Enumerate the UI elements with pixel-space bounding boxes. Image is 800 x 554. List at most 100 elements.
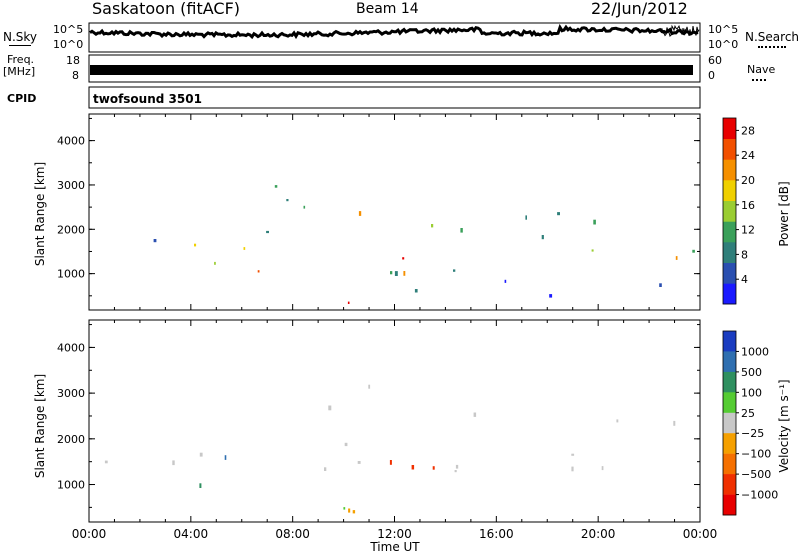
y-tick-label: 3000: [57, 387, 85, 400]
colorbar-segment: [723, 453, 736, 475]
data-cell: [199, 452, 203, 457]
nave-dotted-line: [752, 79, 766, 81]
data-cell: [199, 483, 202, 488]
colorbar-segment: [723, 242, 736, 263]
station-title: Saskatoon (fitACF): [92, 0, 241, 18]
colorbar-tick-label: 28: [741, 124, 755, 137]
colorbar-tick-label: 25: [741, 407, 755, 420]
data-cell: [343, 507, 346, 510]
x-tick-label: 12:00: [377, 527, 412, 541]
data-cell: [541, 235, 544, 240]
data-cell: [453, 269, 456, 272]
data-cell: [348, 508, 351, 513]
beam-title: Beam 14: [356, 1, 419, 17]
data-cell: [455, 464, 459, 469]
data-cell: [194, 243, 197, 247]
colorbar-segment: [723, 371, 736, 393]
colorbar-tick-label: −25: [741, 427, 764, 440]
velocity-colorbar: 1000 500 100 25 −25 −100 −500 −1000: [722, 330, 778, 516]
x-tick-label: 00:00: [72, 527, 107, 541]
power-data: [153, 185, 695, 304]
data-cell: [324, 467, 327, 471]
nave-tick-top: 60: [708, 54, 722, 67]
velocity-axes: 1000 2000 3000 4000 00:00 04:00 08:00 12:00 16:0…: [57, 319, 717, 541]
data-cell: [243, 247, 246, 250]
data-cell: [153, 239, 157, 243]
velocity-y-axis-label: Slant Range [km]: [33, 374, 47, 478]
colorbar-tick-label: 1000: [741, 345, 769, 358]
y-tick-label: 3000: [57, 179, 85, 192]
data-cell: [473, 412, 477, 417]
data-cell: [454, 470, 457, 473]
power-y-axis-label: Slant Range [km]: [33, 162, 47, 266]
data-cell: [389, 460, 392, 465]
colorbar-segment: [723, 159, 736, 181]
colorbar-segment: [723, 262, 736, 284]
y-tick-label: 2000: [57, 433, 85, 446]
power-colorbar-label: Power [dB]: [777, 181, 791, 246]
nsearch-dotted-line: [758, 46, 786, 48]
freq-tick-top: 18: [66, 54, 80, 67]
nsky-label: N.Sky: [3, 30, 38, 44]
data-cell: [616, 419, 619, 423]
colorbar-segment: [723, 331, 736, 352]
date-title: 22/Jun/2012: [591, 0, 688, 18]
power-colorbar: 4 8 12 16 20 24 28: [722, 117, 755, 305]
data-cell: [504, 279, 507, 283]
colorbar-tick-label: −100: [741, 448, 771, 461]
colorbar-segment: [723, 412, 736, 434]
data-cell: [390, 271, 393, 275]
freq-tick-bottom: 8: [72, 69, 79, 82]
x-axis-label: Time UT: [369, 540, 420, 554]
data-cell: [411, 465, 415, 470]
data-cell: [525, 215, 527, 220]
data-cell: [659, 283, 662, 287]
colorbar-frame: [722, 330, 737, 516]
data-cell: [593, 219, 596, 225]
colorbar-tick-label: 16: [741, 199, 755, 212]
nsky-tick-bottom: 10^0: [53, 38, 84, 51]
freq-label: Freq.: [7, 53, 35, 66]
data-cell: [549, 294, 553, 298]
colorbar-tick-label: 8: [741, 248, 748, 261]
colorbar-frame: [722, 117, 737, 305]
colorbar-tick-label: 4: [741, 273, 748, 286]
colorbar-tick-label: 24: [741, 149, 755, 162]
data-cell: [692, 249, 695, 253]
plot-frame: [88, 319, 701, 523]
y-tick-label: 4000: [57, 341, 85, 354]
colorbar-segment: [723, 200, 736, 222]
colorbar-segment: [723, 283, 736, 305]
power-axes: 1000 2000 3000 4000: [57, 113, 701, 311]
velocity-colorbar-label: Velocity [m s⁻¹]: [777, 379, 791, 472]
colorbar-segment: [723, 138, 736, 160]
data-cell: [601, 466, 604, 471]
y-tick-label: 2000: [57, 223, 85, 236]
x-tick-label: 08:00: [275, 527, 310, 541]
cpid-value: twofsound 3501: [93, 92, 202, 106]
data-cell: [347, 301, 350, 304]
colorbar-segment: [723, 433, 736, 454]
y-tick-label: 1000: [57, 268, 85, 281]
colorbar-segment: [723, 392, 736, 413]
x-tick-label: 04:00: [174, 527, 209, 541]
data-cell: [214, 261, 216, 265]
nsearch-trace: [659, 24, 700, 37]
data-cell: [357, 461, 361, 464]
nsky-underline: [9, 45, 31, 46]
data-cell: [394, 271, 398, 276]
nave-label: Nave: [747, 63, 776, 76]
y-tick-label: 1000: [57, 479, 85, 492]
colorbar-tick-label: 20: [741, 174, 755, 187]
colorbar-segment: [723, 221, 736, 243]
cpid-panel-frame: [88, 86, 701, 109]
nsearch-tick-bottom: 10^0: [708, 38, 739, 51]
data-cell: [557, 212, 560, 216]
velocity-data: [104, 384, 676, 514]
data-cell: [224, 455, 227, 460]
data-cell: [402, 257, 405, 260]
data-cell: [403, 271, 406, 276]
data-cell: [344, 442, 348, 447]
